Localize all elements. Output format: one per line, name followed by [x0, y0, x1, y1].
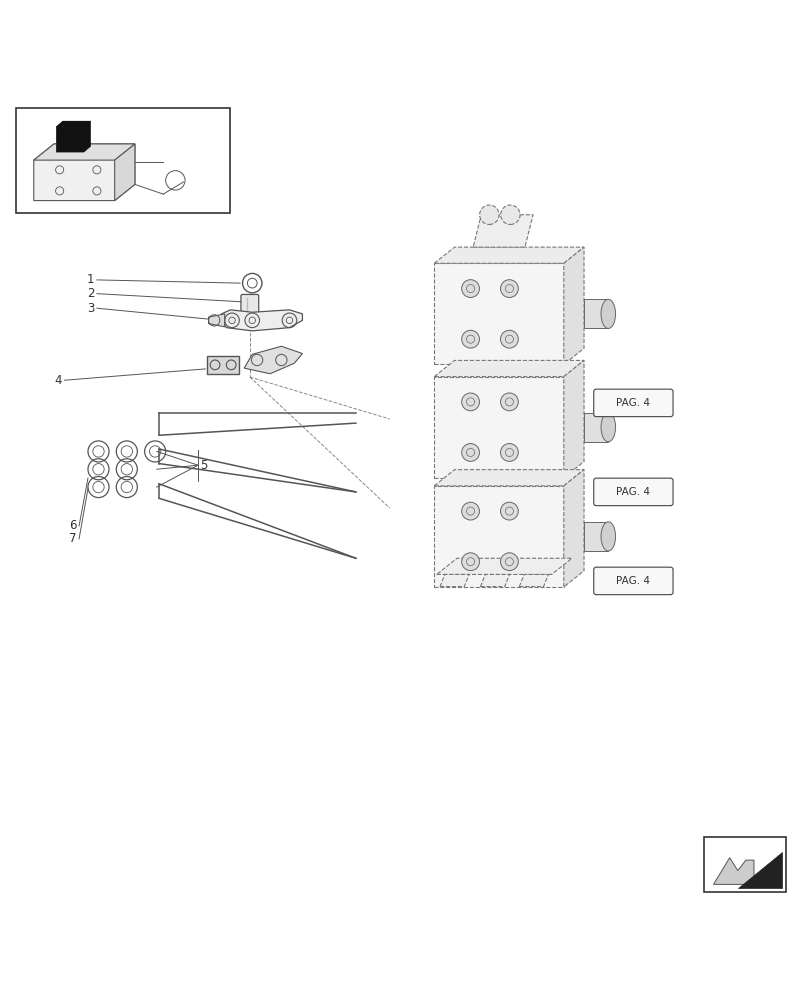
Text: PAG. 4: PAG. 4 [616, 487, 650, 497]
Bar [16, 108, 230, 213]
Circle shape [500, 330, 517, 348]
Bar [434, 377, 563, 478]
Circle shape [500, 502, 517, 520]
Polygon shape [519, 574, 547, 587]
Circle shape [500, 444, 517, 461]
Bar [583, 299, 607, 328]
Bar [583, 522, 607, 551]
Polygon shape [34, 144, 135, 160]
Ellipse shape [600, 522, 615, 551]
Polygon shape [440, 574, 469, 587]
Circle shape [500, 280, 517, 297]
Polygon shape [434, 470, 583, 486]
Bar [583, 413, 607, 442]
Bar [703, 837, 785, 892]
Circle shape [500, 393, 517, 411]
Polygon shape [56, 121, 90, 152]
Polygon shape [244, 346, 302, 374]
Circle shape [461, 502, 478, 520]
Text: 5: 5 [200, 459, 207, 472]
Polygon shape [480, 574, 509, 587]
Text: 1: 1 [87, 273, 94, 286]
Text: 6: 6 [69, 519, 76, 532]
Polygon shape [473, 215, 532, 247]
Polygon shape [434, 360, 583, 377]
Polygon shape [208, 314, 225, 327]
Polygon shape [221, 310, 302, 331]
Polygon shape [114, 144, 135, 201]
Polygon shape [563, 247, 583, 364]
Ellipse shape [600, 413, 615, 442]
Circle shape [461, 330, 478, 348]
Polygon shape [436, 558, 571, 574]
Polygon shape [434, 247, 583, 263]
FancyBboxPatch shape [241, 294, 259, 319]
Text: 2: 2 [87, 287, 94, 300]
Circle shape [461, 444, 478, 461]
Polygon shape [737, 852, 781, 888]
Ellipse shape [600, 299, 615, 328]
FancyBboxPatch shape [593, 478, 672, 506]
Polygon shape [563, 360, 583, 478]
Text: 7: 7 [69, 532, 76, 545]
Polygon shape [713, 858, 753, 884]
FancyBboxPatch shape [593, 389, 672, 417]
Text: 4: 4 [54, 374, 62, 387]
Circle shape [500, 205, 520, 224]
Circle shape [461, 553, 478, 571]
Text: 3: 3 [87, 302, 94, 315]
Polygon shape [563, 470, 583, 587]
Text: PAG. 4: PAG. 4 [616, 398, 650, 408]
Text: PAG. 4: PAG. 4 [616, 576, 650, 586]
Circle shape [461, 280, 478, 297]
Circle shape [479, 205, 499, 224]
Polygon shape [56, 121, 90, 127]
Circle shape [500, 553, 517, 571]
Polygon shape [207, 356, 239, 374]
FancyBboxPatch shape [593, 567, 672, 595]
Bar [434, 486, 563, 587]
Polygon shape [34, 144, 135, 201]
Bar [434, 263, 563, 364]
Circle shape [461, 393, 478, 411]
